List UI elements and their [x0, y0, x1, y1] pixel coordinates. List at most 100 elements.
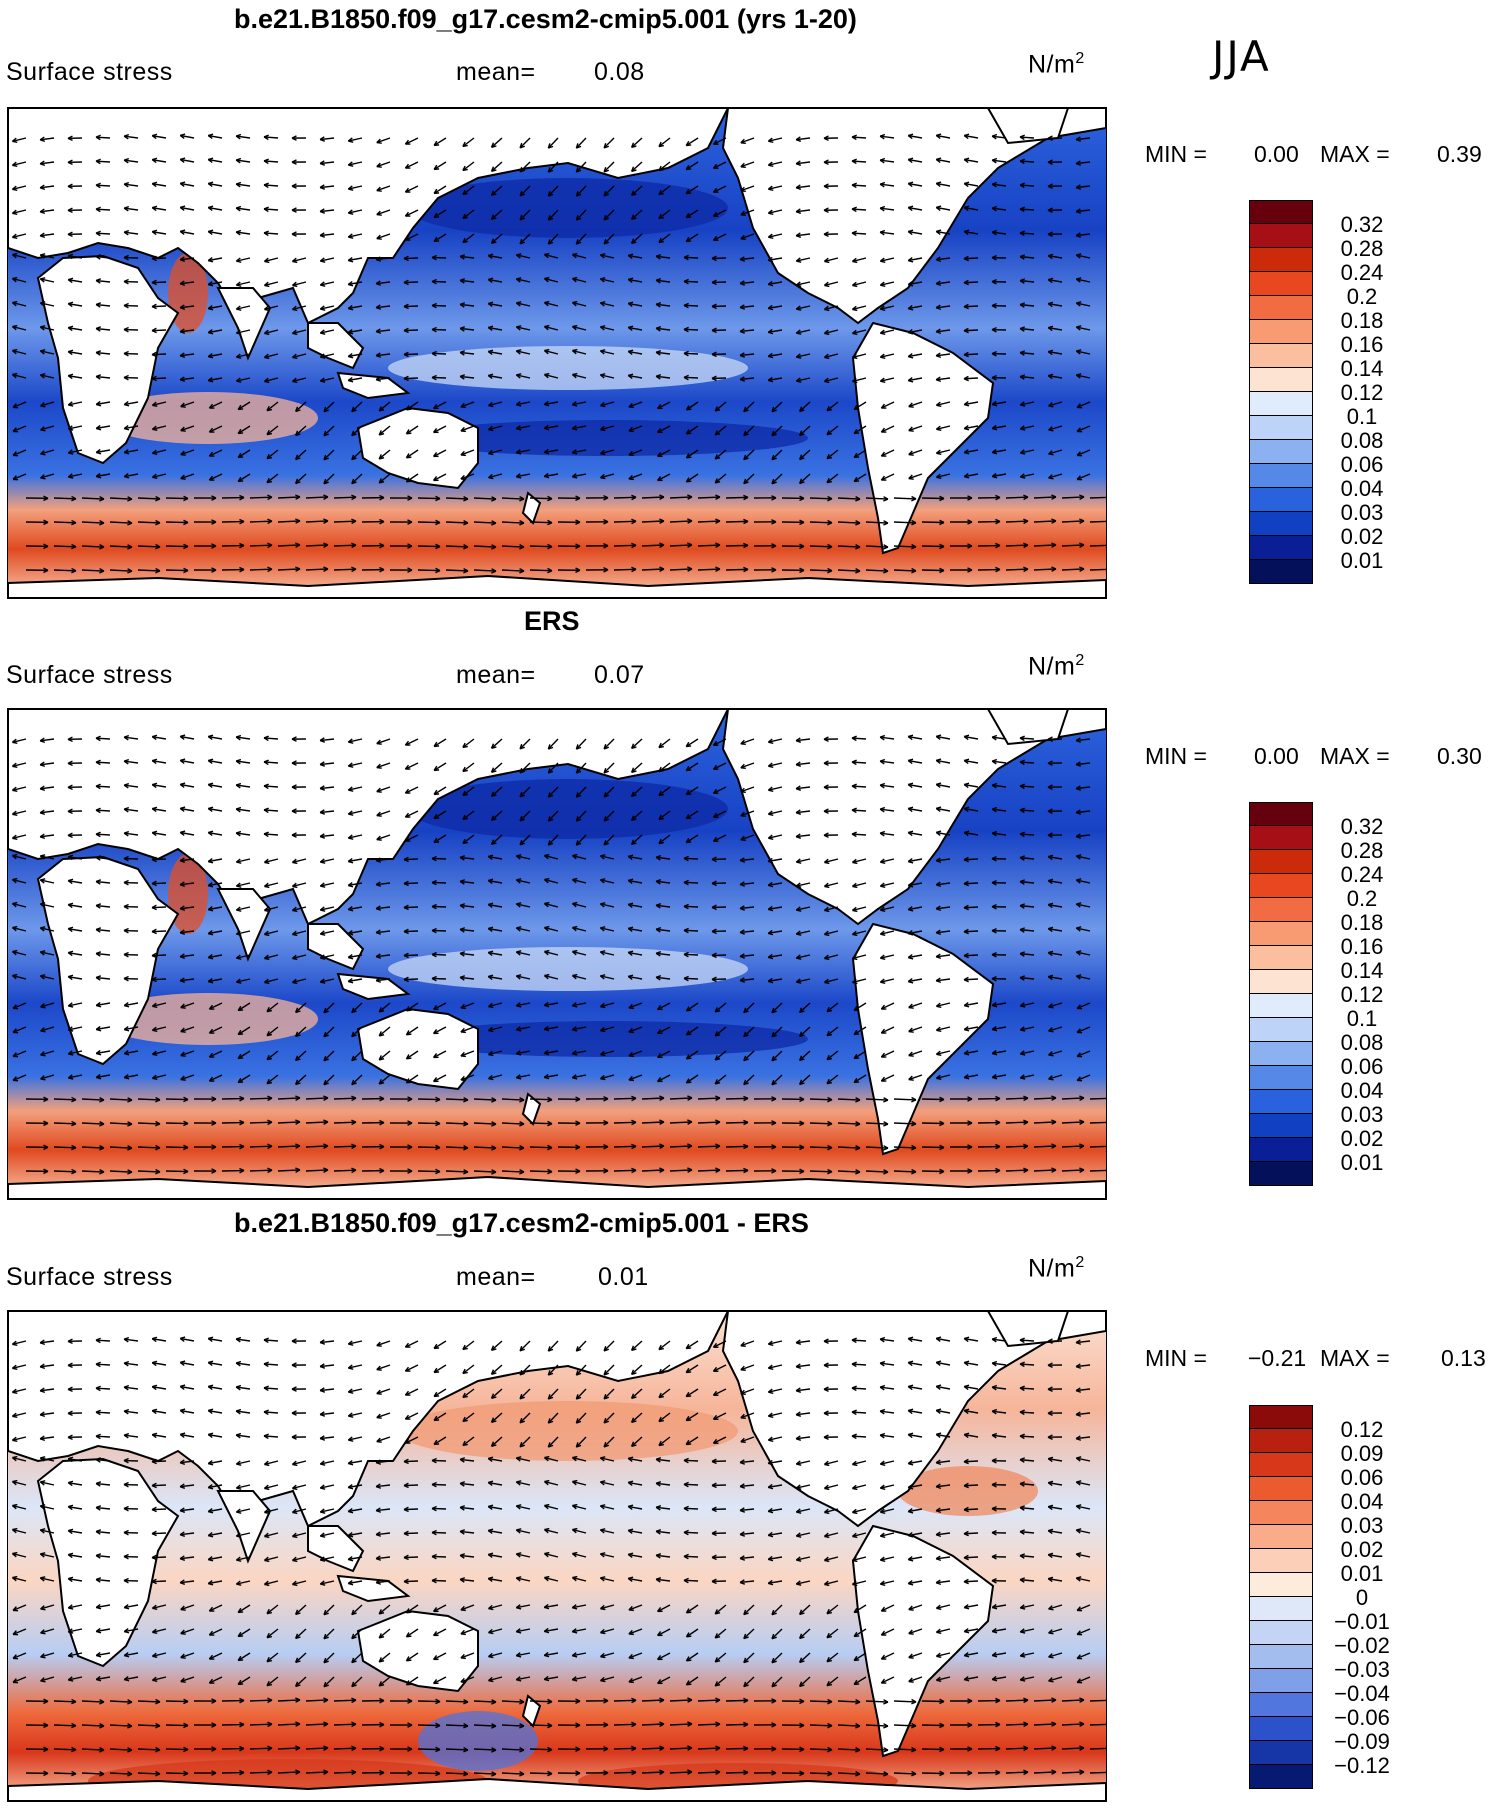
stress-vector-head	[403, 1530, 409, 1537]
stress-vector	[236, 1410, 251, 1414]
stress-vector-head	[771, 430, 777, 437]
stress-vector	[628, 879, 643, 884]
stress-vector-head	[208, 403, 215, 409]
stress-vector	[403, 377, 419, 380]
stress-vector	[180, 882, 195, 886]
colorbar-tick-label: 0	[1355, 1585, 1369, 1610]
stress-vector	[348, 305, 363, 310]
stress-vector	[908, 1580, 923, 1585]
stress-vector	[964, 425, 979, 430]
stress-vector	[165, 1098, 189, 1101]
stress-vector-head	[795, 761, 802, 767]
stress-vector-head	[67, 854, 74, 861]
stress-vector-head	[127, 544, 133, 550]
stress-vector	[824, 1484, 839, 1490]
stress-vector	[40, 1505, 55, 1510]
stress-vector-head	[571, 1628, 578, 1634]
stress-vector	[669, 568, 693, 571]
stress-vector-head	[935, 1002, 942, 1009]
stress-vector	[445, 521, 469, 524]
stress-vector	[152, 230, 167, 235]
colorbar-tick-label: 0.14	[1340, 356, 1384, 381]
stress-vector	[40, 1481, 55, 1486]
stress-vector-head	[1048, 1605, 1054, 1611]
stress-vector	[880, 377, 895, 382]
stress-vector	[53, 1122, 77, 1125]
stress-vector-head	[319, 1508, 326, 1514]
stress-vector-head	[11, 1340, 18, 1347]
stress-vector	[40, 1364, 55, 1368]
stress-vector-head	[939, 543, 945, 550]
stress-vector-head	[1019, 206, 1025, 213]
stress-vector	[180, 1026, 195, 1033]
stress-vector	[96, 449, 111, 454]
continent-outline	[36, 254, 180, 465]
stress-vector	[628, 326, 643, 331]
stress-vector-head	[991, 1073, 998, 1080]
colorbar-tick-label: 0.09	[1340, 1441, 1384, 1466]
stress-vector	[713, 233, 727, 241]
stress-vector	[572, 1576, 587, 1582]
stress-vector	[908, 1676, 923, 1683]
stress-vector	[68, 374, 83, 379]
stress-vector	[405, 137, 419, 145]
stress-vector	[669, 496, 693, 499]
stress-vector	[320, 762, 335, 766]
stress-vector-head	[95, 448, 102, 455]
stress-vector	[460, 327, 475, 331]
stress-vector	[516, 1002, 531, 1007]
stress-vector-head	[655, 1553, 662, 1559]
stress-vector	[95, 1387, 111, 1390]
stress-vector	[95, 1339, 111, 1342]
stress-vector	[1076, 254, 1091, 259]
stress-vector	[656, 279, 671, 283]
stress-vector	[12, 1652, 27, 1660]
stress-vector	[572, 1652, 587, 1657]
stress-vector	[491, 1412, 503, 1423]
stress-vector	[1048, 351, 1063, 355]
stress-vector	[165, 1146, 189, 1149]
colorbar-swatch	[1249, 1573, 1313, 1597]
stress-vector-head	[939, 519, 945, 526]
stress-vector-head	[823, 978, 830, 985]
colorbar-swatch	[1249, 512, 1313, 536]
stress-vector	[697, 1771, 721, 1774]
stress-vector-head	[207, 377, 214, 383]
stress-vector-head	[515, 449, 522, 455]
stress-vector-head	[963, 952, 969, 959]
stress-vector	[152, 1074, 167, 1079]
stress-vector	[1019, 327, 1035, 331]
panel2-min-value: 0.00	[1254, 743, 1299, 769]
stress-vector	[1076, 1604, 1091, 1612]
stress-vector-head	[208, 1052, 215, 1058]
stress-vector-head	[351, 518, 357, 525]
stress-vector	[208, 1409, 223, 1414]
panel1-mean-value: 0.08	[594, 58, 645, 86]
stress-vector-head	[435, 567, 441, 574]
stress-vector-head	[71, 1120, 77, 1127]
stress-vector	[683, 977, 699, 980]
stress-vector-head	[711, 1530, 717, 1537]
stress-vector	[1061, 1097, 1085, 1100]
stress-vector-head	[71, 543, 77, 550]
stress-vector	[529, 1170, 553, 1173]
stress-blob	[408, 420, 808, 456]
stress-vector-head	[767, 1579, 774, 1586]
stress-vector-head	[1076, 1052, 1083, 1058]
stress-vector-head	[712, 235, 719, 241]
stress-vector	[768, 1532, 783, 1537]
stress-vector	[771, 401, 783, 413]
stress-vector	[631, 209, 643, 220]
stress-vector-head	[1047, 1338, 1053, 1344]
stress-vector-head	[347, 256, 354, 263]
stress-vector-head	[462, 237, 468, 244]
stress-vector-head	[1051, 1167, 1057, 1173]
colorbar-swatch	[1249, 1042, 1313, 1066]
stress-vector	[292, 954, 307, 960]
stress-vector-head	[460, 1605, 466, 1612]
stress-vector-head	[39, 974, 46, 980]
stress-vector	[880, 1556, 895, 1561]
stress-vector-head	[939, 1096, 945, 1103]
stress-vector-head	[488, 449, 494, 456]
stress-vector-head	[743, 542, 749, 549]
